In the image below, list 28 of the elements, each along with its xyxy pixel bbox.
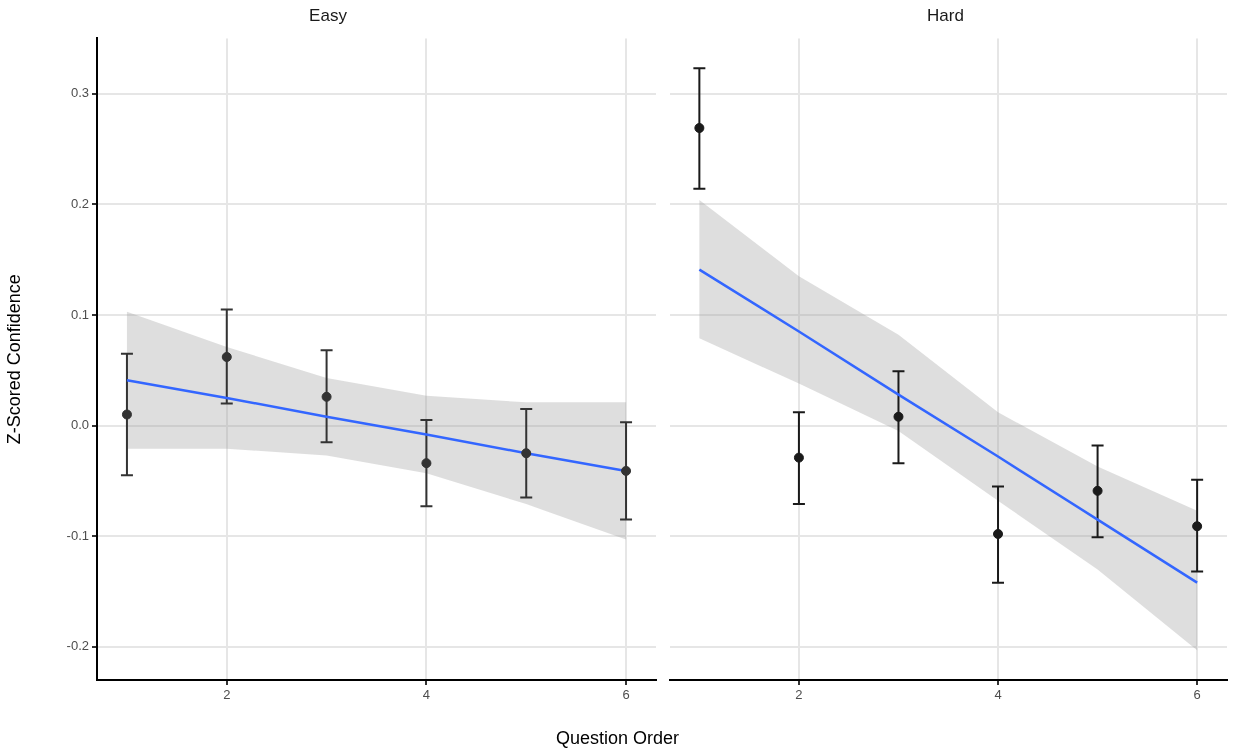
point [993,528,1004,539]
point [793,452,804,463]
x-axis-title: Question Order [554,728,681,749]
point [1092,485,1103,496]
y-tick-label: 0.2 [70,195,89,211]
point [893,411,904,422]
x-tick-label: 4 [994,687,1002,703]
point [321,391,332,402]
x-tick-label: 4 [422,687,431,703]
point [221,351,232,362]
y-tick-label: 0.1 [70,306,89,322]
point [621,465,632,476]
y-tick-label: -0.2 [66,638,89,654]
x-tick-label: 2 [795,687,803,703]
y-axis-title: Z-Scored Confidence [3,274,24,445]
point [521,448,532,459]
point [694,123,705,133]
point [121,409,132,420]
x-tick-label: 2 [223,687,231,703]
chart-title: Easy [309,5,348,25]
y-tick-label: 0.0 [70,417,89,433]
point [1192,521,1203,532]
y-tick-label: 0.3 [70,85,89,101]
x-tick-label: 6 [622,687,630,703]
y-tick-label: -0.1 [66,527,89,543]
chart-title: Hard [927,5,964,25]
point [421,458,432,469]
x-tick-label: 6 [1193,687,1201,703]
